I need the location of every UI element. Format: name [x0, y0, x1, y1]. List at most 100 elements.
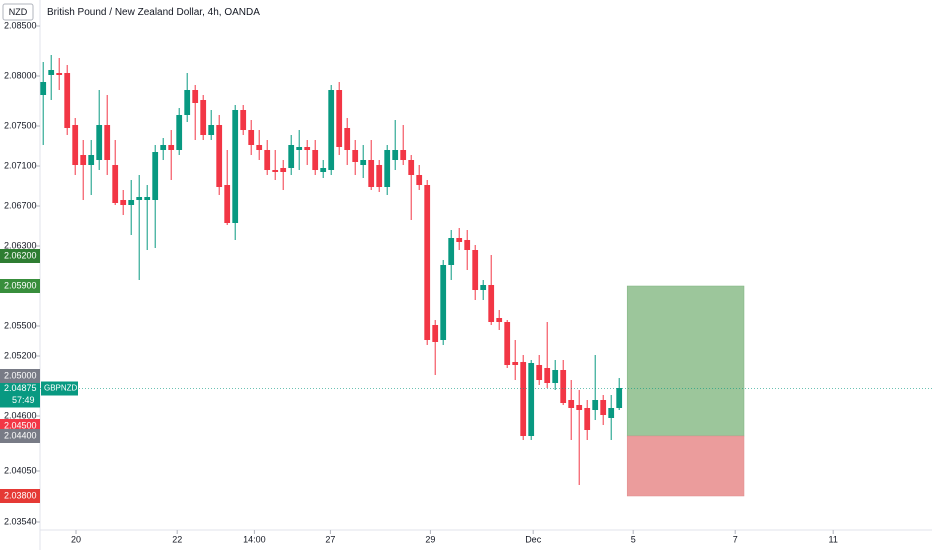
symbol-tag: [41, 381, 78, 396]
price-tag-label: 2.04500: [4, 420, 37, 430]
y-tick-label: 2.05200: [4, 350, 37, 360]
candle-body: [584, 408, 591, 430]
candle-body: [280, 168, 287, 172]
x-tick-label: 11: [829, 534, 838, 544]
price-tag-label: 2.03800: [4, 490, 37, 500]
y-tick-label: 2.04600: [4, 410, 37, 420]
currency-box[interactable]: [2, 3, 34, 21]
candle-body: [464, 240, 471, 250]
candle-body: [208, 125, 215, 135]
candle-body: [536, 365, 543, 380]
candle-body: [40, 82, 47, 95]
y-tick-label: 2.07100: [4, 160, 37, 170]
candle-body: [552, 370, 559, 383]
x-tick-label: 14:00: [243, 534, 266, 544]
candle-body: [216, 125, 223, 187]
y-tick-label: 2.04050: [4, 465, 37, 475]
candle-body: [424, 185, 431, 340]
candle-body: [256, 145, 263, 150]
overlay: 2.04875 57:49 GBPNZD 2.06200 2.05900 2.05000 2…: [0, 249, 932, 503]
candle-body: [240, 110, 247, 130]
candle-body: [576, 405, 583, 410]
candle-body: [288, 145, 295, 168]
candle-body: [528, 363, 535, 436]
price-tag-label: 2.05900: [4, 280, 37, 290]
y-tick-label: 2.05500: [4, 320, 37, 330]
candle-body: [440, 265, 447, 340]
candle-body: [48, 70, 55, 75]
candle-body: [336, 90, 343, 147]
candle-body: [176, 115, 183, 150]
candle-body: [192, 90, 199, 103]
candle-body: [568, 400, 575, 408]
x-tick-label: 5: [631, 534, 636, 544]
countdown: 57:49: [12, 395, 35, 405]
price-tag-label: 2.06200: [4, 250, 37, 260]
y-tick-label: 2.06300: [4, 240, 37, 250]
x-tick-label: 29: [425, 534, 435, 544]
price-tag: [0, 369, 40, 383]
stop-zone: [626, 435, 745, 497]
candle-body: [488, 285, 495, 322]
candle-body: [128, 200, 135, 205]
plot: 2.08500 2.08000 2.07500 2.07100 2.06700 2.063…: [4, 20, 838, 544]
candle-body: [152, 152, 159, 200]
x-tick-label: 7: [733, 534, 738, 544]
y-tick-label: 2.08000: [4, 70, 37, 80]
candle-body: [104, 125, 111, 160]
candle-body: [272, 170, 279, 172]
candle-body: [392, 150, 399, 160]
y-tick-label: 2.07500: [4, 120, 37, 130]
candle-body: [544, 368, 551, 383]
candle-body: [496, 318, 503, 322]
candle-body: [96, 125, 103, 160]
price-tag: [0, 249, 40, 263]
candle-body: [248, 130, 255, 145]
price-tag-label: 2.04400: [4, 430, 37, 440]
candle-body: [352, 150, 359, 162]
symbol-label: GBPNZD: [44, 384, 78, 393]
candle-body: [80, 155, 87, 165]
candle-body: [384, 150, 391, 187]
x-tick-label: 20: [71, 534, 81, 544]
candle-body: [560, 370, 567, 403]
price-tag: [0, 489, 40, 503]
y-tick-label: 2.03540: [4, 516, 37, 526]
candle-body: [512, 362, 519, 365]
candle-body: [376, 165, 383, 187]
candle-body: [448, 238, 455, 265]
x-tick-label: Dec: [525, 534, 542, 544]
candle-body: [608, 408, 615, 418]
candle-body: [184, 90, 191, 115]
candle-body: [296, 147, 303, 150]
target-zone: [626, 285, 745, 437]
candle-body: [456, 238, 463, 242]
candle-body: [232, 110, 239, 223]
candle-body: [360, 160, 367, 165]
candle-body: [56, 73, 63, 75]
candle-body: [224, 185, 231, 223]
candle-body: [344, 128, 351, 150]
candle-body: [320, 168, 327, 172]
candle-body: [160, 145, 167, 150]
candle-body: [144, 197, 151, 200]
candle-body: [472, 250, 479, 290]
candle-body: [592, 400, 599, 410]
last-price-label: 2.04875: [4, 383, 37, 393]
candle-body: [416, 175, 423, 185]
candle-body: [88, 155, 95, 165]
candle-body: [520, 362, 527, 436]
candle-body: [64, 73, 71, 128]
candle-body: [600, 400, 607, 415]
candle-body: [112, 165, 119, 203]
candle-body: [72, 125, 79, 165]
price-tag-label: 2.05000: [4, 370, 37, 380]
candle-body: [432, 325, 439, 342]
candle-body: [200, 100, 207, 135]
candle-body: [312, 150, 319, 170]
currency[interactable]: NZD: [9, 7, 28, 17]
candle-body: [264, 150, 271, 170]
candle-body: [328, 90, 335, 170]
candle-body: [304, 147, 311, 150]
